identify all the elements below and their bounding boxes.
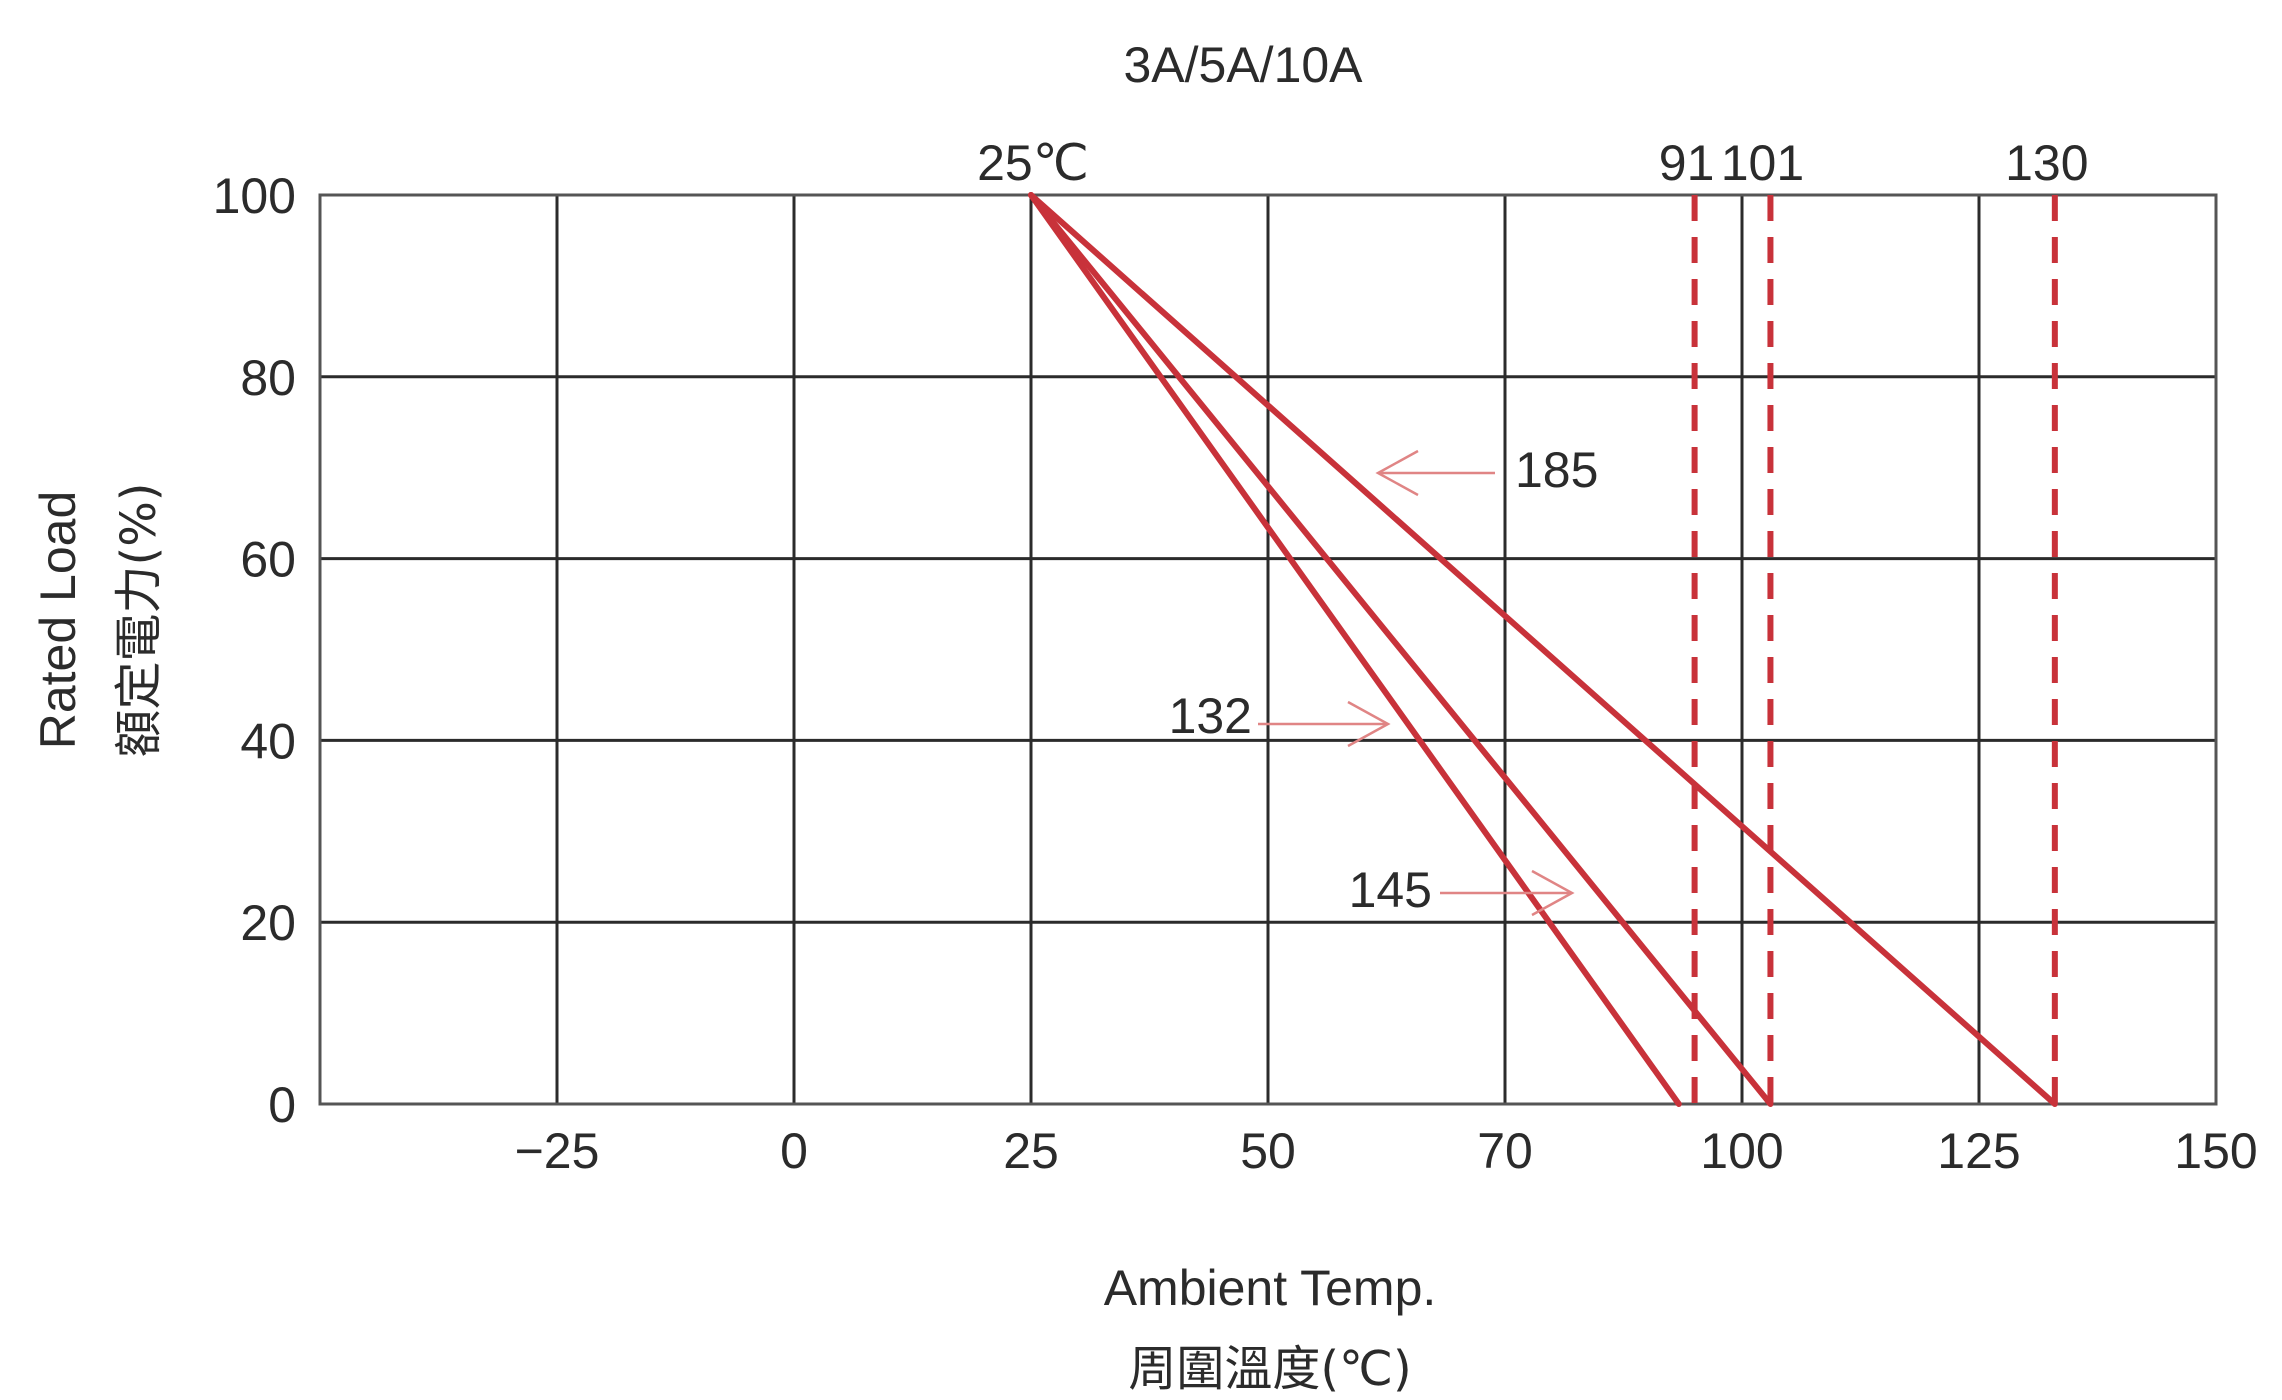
callout-arrowhead-132 xyxy=(1347,700,1391,748)
x-tick-label: −25 xyxy=(515,1123,600,1179)
y-tick-label: 80 xyxy=(240,350,296,406)
y-tick-label: 100 xyxy=(213,168,296,224)
grid xyxy=(320,193,2216,1106)
x-axis-label: Ambient Temp. xyxy=(1104,1260,1437,1316)
y-tick-label: 0 xyxy=(268,1077,296,1133)
plot-frame xyxy=(318,193,2218,1106)
y-tick-labels: 0 20 40 60 80 100 xyxy=(213,168,296,1133)
x-tick-label: 125 xyxy=(1937,1123,2020,1179)
y-axis-labels: Rated Load 額定電力(%) xyxy=(30,482,167,757)
callout-label-132: 132 xyxy=(1169,688,1252,744)
y-tick-label: 20 xyxy=(240,895,296,951)
limit-label-101: 101 xyxy=(1721,135,1804,191)
limit-label-91: 91 xyxy=(1659,135,1715,191)
callout-label-145: 145 xyxy=(1349,862,1432,918)
curve-185 xyxy=(1028,192,2058,1107)
x-tick-label: 100 xyxy=(1700,1123,1783,1179)
limit-label-130: 130 xyxy=(2005,135,2088,191)
y-tick-label: 60 xyxy=(240,532,296,588)
x-tick-label: 50 xyxy=(1240,1123,1296,1179)
curve-145 xyxy=(1028,192,1682,1107)
callout-arrowhead-145 xyxy=(1531,869,1575,917)
curve-132 xyxy=(1028,192,1774,1107)
y-tick-label: 40 xyxy=(240,713,296,769)
callout-arrowhead-185 xyxy=(1375,449,1419,497)
chart-title: 3A/5A/10A xyxy=(1123,37,1363,93)
limit-lines: 91 101 130 xyxy=(1659,135,2089,1104)
start-point-label: 25℃ xyxy=(977,135,1089,191)
x-tick-label: 0 xyxy=(780,1123,808,1179)
x-tick-label: 25 xyxy=(1003,1123,1059,1179)
y-axis-label: Rated Load xyxy=(30,491,86,750)
x-tick-label: 150 xyxy=(2174,1123,2257,1179)
curve-callouts: 145 132 185 xyxy=(1169,442,1599,918)
y-axis-label-zh: 額定電力(%) xyxy=(111,482,167,757)
derating-curves xyxy=(1028,192,2058,1107)
x-tick-label: 70 xyxy=(1477,1123,1533,1179)
callout-label-185: 185 xyxy=(1515,442,1598,498)
x-tick-labels: −25 0 25 50 70 100 125 150 xyxy=(515,1123,2258,1179)
x-axis-label-zh: 周圍溫度(℃) xyxy=(1128,1341,1411,1397)
